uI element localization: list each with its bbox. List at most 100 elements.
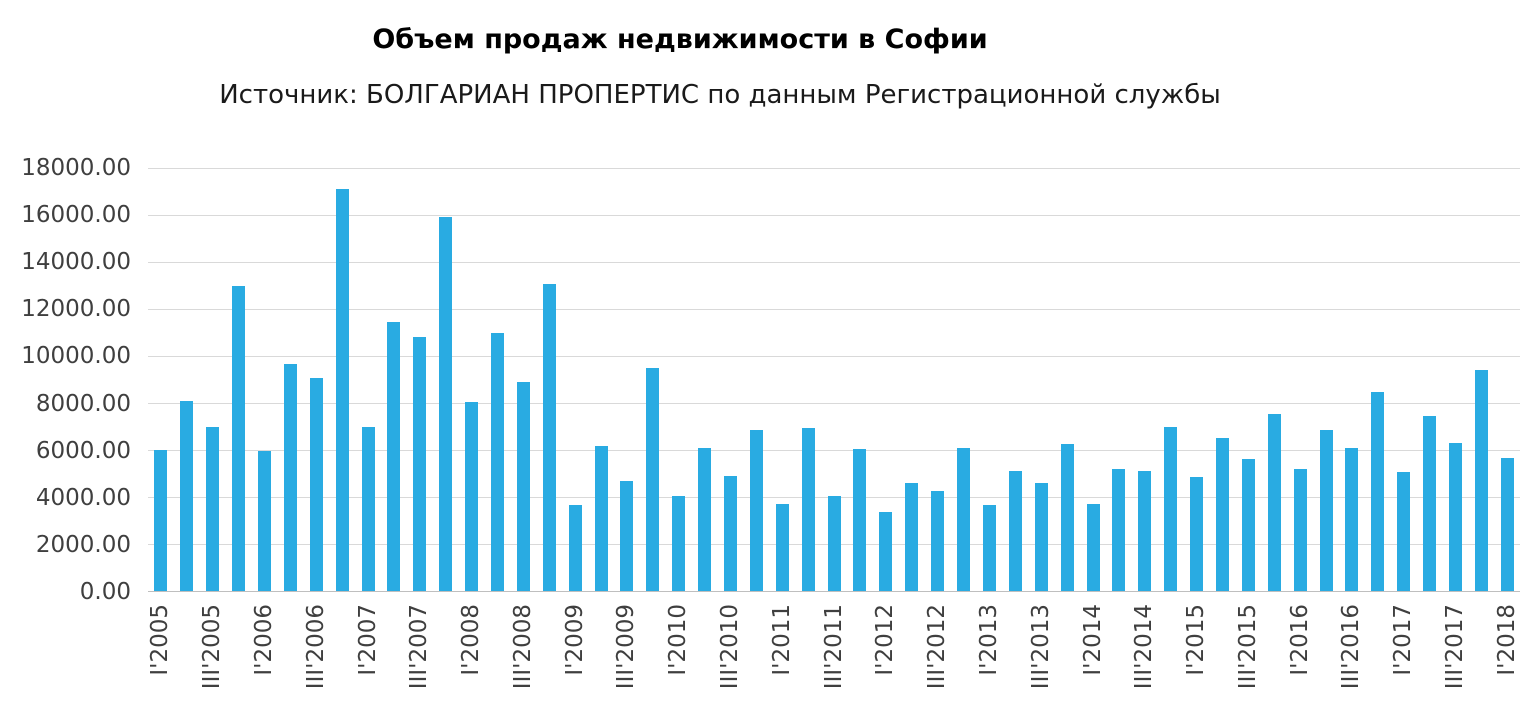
- bar-slot: [925, 168, 951, 591]
- bar-slot: [174, 168, 200, 591]
- x-slot: III'2009: [613, 604, 640, 702]
- x-slot: I'2011: [769, 604, 795, 702]
- bar-slot: [1261, 168, 1287, 591]
- bar: [1112, 468, 1126, 591]
- bar: [620, 480, 634, 591]
- bar: [853, 448, 867, 591]
- x-tick-label: III'2006: [302, 604, 329, 690]
- x-slot: III'2005: [199, 604, 226, 702]
- x-slot: III'2013: [1028, 604, 1054, 702]
- bar-slot: [1132, 168, 1158, 591]
- bar-slot: [329, 168, 355, 591]
- bar-slot: [459, 168, 485, 591]
- bar-slot: [873, 168, 899, 591]
- x-axis: I'2005 III'2005 I'2006 III'2006 I'2007 III'20…: [147, 592, 1520, 702]
- x-slot: I'2012: [872, 604, 899, 702]
- bar-slot: [1313, 168, 1339, 591]
- x-tick-label: I'2013: [975, 604, 1002, 676]
- y-tick-label: 6000.00: [35, 437, 131, 464]
- bar-slot: [743, 168, 769, 591]
- x-tick-label: I'2010: [665, 604, 692, 676]
- gridline: [148, 449, 1520, 451]
- x-slot: [1002, 604, 1028, 702]
- bar: [646, 367, 660, 591]
- bar: [801, 427, 815, 591]
- x-tick-label: III'2007: [406, 604, 433, 690]
- bar-slot: [692, 168, 718, 591]
- bar: [1138, 471, 1152, 591]
- x-slot: I'2005: [147, 604, 174, 702]
- bar: [180, 400, 194, 591]
- bar: [1008, 471, 1022, 591]
- x-slot: I'2016: [1287, 604, 1313, 702]
- bar: [594, 446, 608, 591]
- x-slot: III'2011: [821, 604, 847, 702]
- bar: [1215, 438, 1229, 591]
- x-slot: III'2008: [510, 604, 536, 702]
- bar-slot: [1287, 168, 1313, 591]
- bar-slot: [562, 168, 588, 591]
- x-tick-label: III'2017: [1441, 604, 1468, 690]
- chart-subtitle: Источник: БОЛГАРИАН ПРОПЕРТИС по данным …: [219, 80, 1221, 110]
- x-slot: [1313, 604, 1339, 702]
- x-slot: [795, 604, 821, 702]
- x-slot: [1365, 604, 1391, 702]
- bar: [491, 332, 505, 591]
- x-slot: I'2015: [1183, 604, 1210, 702]
- bar: [206, 426, 220, 591]
- x-slot: [329, 604, 355, 702]
- bar: [1423, 415, 1437, 591]
- x-tick-label: III'2009: [613, 604, 640, 690]
- y-tick-label: 14000.00: [21, 249, 131, 276]
- x-slot: [1210, 604, 1236, 702]
- bar: [879, 512, 893, 591]
- x-slot: III'2007: [406, 604, 433, 702]
- y-tick-label: 0.00: [79, 579, 131, 605]
- x-tick-label: III'2008: [509, 604, 536, 690]
- bar: [283, 364, 297, 591]
- bar: [154, 450, 168, 591]
- x-slot: [640, 604, 666, 702]
- bar: [905, 482, 919, 591]
- plot-wrap: I'2005 III'2005 I'2006 III'2006 I'2007 III'20…: [147, 168, 1540, 702]
- bar-slot: [252, 168, 278, 591]
- bar-slot: [977, 168, 1003, 591]
- x-slot: III'2014: [1131, 604, 1158, 702]
- x-slot: [951, 604, 977, 702]
- bar-slot: [614, 168, 640, 591]
- x-slot: [485, 604, 511, 702]
- bar: [724, 475, 738, 591]
- x-slot: [1417, 604, 1443, 702]
- x-tick-label: III'2005: [199, 604, 226, 690]
- x-slot: I'2009: [562, 604, 588, 702]
- bar: [957, 447, 971, 591]
- bar: [465, 401, 479, 591]
- bar-chart: 0.00 2000.00 4000.00 6000.00 8000.00 10000.00…: [0, 155, 1540, 702]
- gridline: [148, 168, 1520, 169]
- bar-slot: [1468, 168, 1494, 591]
- bar-slot: [821, 168, 847, 591]
- bar-slot: [666, 168, 692, 591]
- bar-slot: [1494, 168, 1520, 591]
- bar: [258, 451, 271, 591]
- bar: [568, 505, 582, 591]
- x-tick-label: I'2012: [872, 604, 899, 676]
- x-slot: III'2015: [1235, 604, 1261, 702]
- bar-slot: [1080, 168, 1106, 591]
- bar-slot: [1339, 168, 1365, 591]
- bar-slot: [1158, 168, 1184, 591]
- x-tick-label: I'2015: [1183, 604, 1210, 676]
- x-tick-label: III'2014: [1131, 604, 1158, 690]
- x-slot: I'2017: [1390, 604, 1417, 702]
- x-slot: [899, 604, 925, 702]
- bar-slot: [1417, 168, 1443, 591]
- bar-slot: [769, 168, 795, 591]
- x-slot: [1106, 604, 1132, 702]
- x-tick-label: I'2017: [1390, 604, 1417, 676]
- bar-slot: [588, 168, 614, 591]
- x-slot: III'2016: [1338, 604, 1365, 702]
- x-slot: [536, 604, 562, 702]
- bar-slot: [1184, 168, 1210, 591]
- x-tick-label: I'2007: [354, 604, 381, 676]
- bar: [542, 284, 556, 591]
